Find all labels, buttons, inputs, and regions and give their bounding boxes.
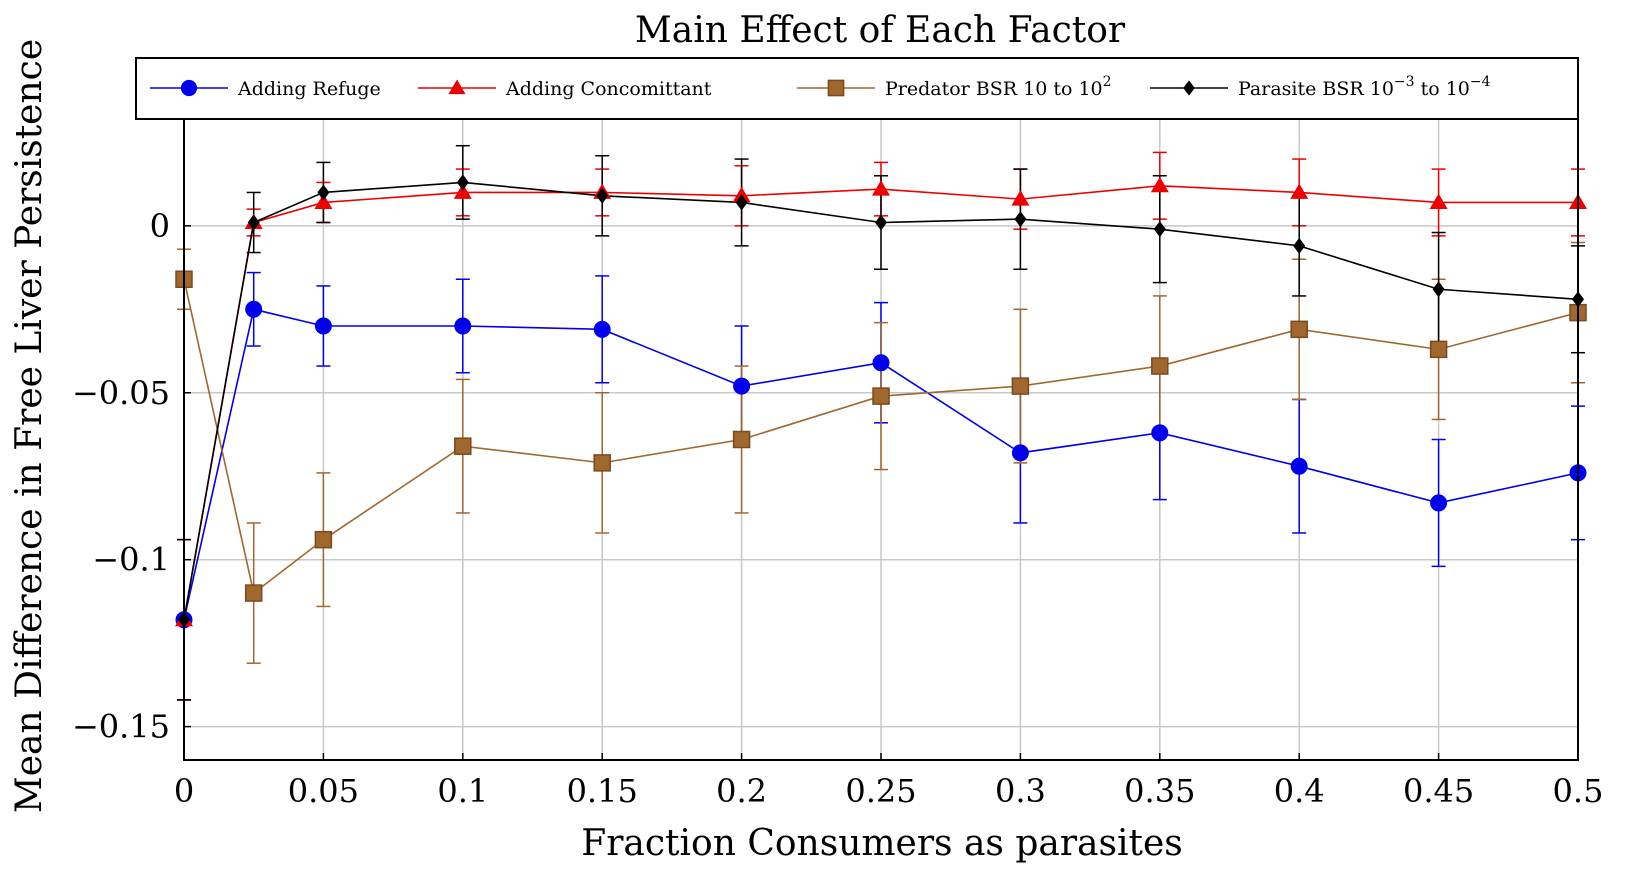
- series-line: [183, 279, 1579, 595]
- legend-label: Predator BSR 10 to 102: [885, 74, 1112, 100]
- triangle-marker: [448, 79, 466, 95]
- legend: Adding Refuge Adding Concomittant Predator…: [135, 57, 1579, 120]
- diamond-marker: [247, 214, 260, 231]
- x-tick-label: 0.15: [567, 772, 638, 810]
- x-tick-label: 0.3: [995, 772, 1046, 810]
- square-marker: [1429, 340, 1448, 359]
- triangle-marker: [1429, 193, 1448, 209]
- legend-label: Adding Refuge: [237, 78, 381, 100]
- diamond-marker: [1183, 80, 1195, 96]
- series-line: [183, 181, 1579, 620]
- circle-marker: [1011, 444, 1029, 462]
- circle-marker: [180, 79, 198, 97]
- diamond-marker: [1293, 237, 1306, 254]
- x-tick-label: 0.45: [1403, 772, 1474, 810]
- diamond-marker: [1153, 221, 1166, 238]
- x-tick-label: 0.4: [1274, 772, 1325, 810]
- circle-marker: [1290, 457, 1308, 475]
- circle-marker: [245, 300, 263, 318]
- circle-marker: [1151, 424, 1169, 442]
- series-line: [183, 308, 1579, 620]
- y-tick-label: −0.05: [72, 374, 170, 412]
- legend-label: Parasite BSR 10−3 to 10−4: [1238, 74, 1491, 100]
- square-marker: [732, 430, 751, 449]
- y-tick-label: −0.15: [72, 708, 170, 746]
- circle-marker: [733, 377, 751, 395]
- square-marker: [1011, 377, 1030, 395]
- chart-title: Main Effect of Each Factor: [635, 10, 1126, 51]
- diamond-marker: [1014, 211, 1027, 228]
- circle-marker: [314, 317, 332, 335]
- x-tick-labels: 0 0.05 0.1 0.15 0.2 0.25 0.3 0.35 0.4 0.45 0.5: [174, 772, 1604, 810]
- x-tick-label: 0.05: [288, 772, 359, 810]
- square-marker: [593, 454, 611, 472]
- x-tick-label: 0.5: [1553, 772, 1604, 810]
- x-tick-label: 0.35: [1124, 772, 1195, 810]
- triangle-marker: [1011, 190, 1030, 206]
- diamond-marker: [735, 194, 748, 211]
- y-axis-label: Mean Difference in Free Liver Persistenc…: [9, 39, 50, 813]
- circle-marker: [593, 320, 611, 338]
- diamond-marker: [317, 184, 330, 201]
- diamond-marker: [456, 174, 469, 191]
- square-marker: [1151, 357, 1169, 375]
- circle-marker: [454, 317, 472, 335]
- x-tick-label: 0: [174, 772, 194, 810]
- square-marker: [872, 387, 890, 405]
- y-tick-label: −0.1: [92, 541, 170, 579]
- x-tick-label: 0.25: [845, 772, 916, 810]
- triangle-marker: [1290, 183, 1309, 199]
- triangle-marker: [453, 183, 472, 199]
- triangle-marker: [872, 180, 890, 196]
- square-marker: [314, 530, 333, 549]
- x-tick-label: 0.2: [716, 772, 767, 810]
- diamond-marker: [1432, 281, 1445, 298]
- series-lines: [183, 181, 1579, 620]
- square-marker: [244, 584, 263, 602]
- diamond-marker: [875, 214, 887, 231]
- circle-marker: [872, 354, 890, 372]
- triangle-marker: [1150, 176, 1169, 193]
- y-tick-labels: 0 −0.05 −0.1 −0.15: [72, 207, 170, 746]
- x-axis-label: Fraction Consumers as parasites: [581, 823, 1183, 864]
- triangle-marker: [314, 193, 333, 209]
- x-tick-label: 0.1: [437, 772, 488, 810]
- y-tick-label: 0: [150, 207, 170, 245]
- diamond-marker: [596, 187, 609, 204]
- square-marker: [1290, 320, 1308, 339]
- square-marker: [454, 437, 472, 455]
- square-marker: [827, 79, 845, 97]
- circle-marker: [1430, 494, 1448, 512]
- series-line: [183, 184, 1578, 620]
- legend-label: Adding Concomittant: [505, 78, 712, 100]
